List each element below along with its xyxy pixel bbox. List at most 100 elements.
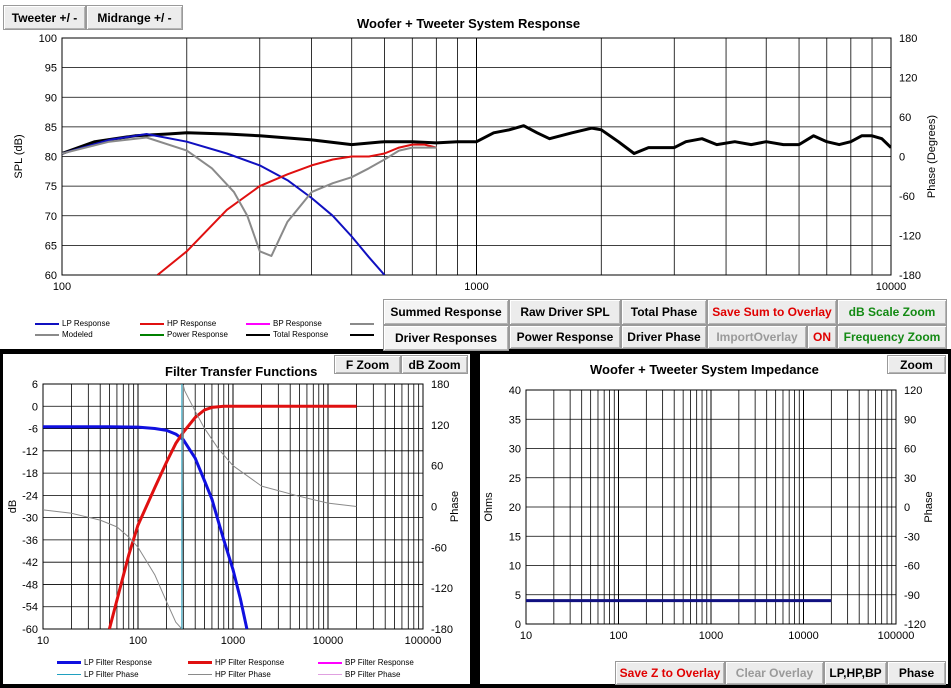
legend-lp-filter-response: LP Filter Response	[57, 658, 152, 667]
legend-modeled: Modeled	[35, 330, 93, 339]
phase-tick-label: 60	[904, 444, 916, 456]
db-scale-zoom-button[interactable]: dB Scale Zoom	[837, 299, 947, 325]
x-tick-label: 10000	[788, 630, 819, 642]
import-overlay-button[interactable]: ImportOverlay	[707, 325, 807, 349]
legend-total-response: Total Response	[246, 330, 328, 339]
series-line-hp-filter-response	[107, 404, 357, 629]
legend-bp-filter-phase: BP Filter Phase	[318, 670, 400, 679]
phase-tick-label: 0	[904, 502, 910, 514]
x-tick-label: 100	[53, 281, 71, 293]
phase-tick-label: 0	[899, 152, 905, 164]
y-tick-label: -6	[28, 424, 38, 436]
y-tick-label: 85	[45, 122, 57, 134]
midrange-toggle-button[interactable]: Midrange +/ -	[86, 5, 183, 30]
total-phase-button[interactable]: Total Phase	[621, 299, 707, 325]
legend-swatch-power	[140, 333, 164, 336]
frequency-zoom-button[interactable]: Frequency Zoom	[837, 325, 947, 349]
save-sum-to-overlay-button[interactable]: Save Sum to Overlay	[707, 299, 837, 325]
legend-swatch-total	[246, 333, 270, 336]
legend-hp-filter-response: HP Filter Response	[188, 658, 284, 667]
phase-tick-label: 120	[431, 420, 449, 432]
power-response-button[interactable]: Power Response	[509, 325, 621, 349]
phase-tick-label: 0	[431, 502, 437, 514]
lp-hp-bp-button[interactable]: LP,HP,BP	[824, 661, 887, 685]
filter-db-zoom-button[interactable]: dB Zoom	[401, 355, 468, 374]
legend-swatch-hp-filter	[188, 661, 212, 665]
y-tick-label: 10	[509, 561, 521, 573]
legend-label: BP Response	[273, 319, 322, 328]
overlay-on-toggle[interactable]: ON	[807, 325, 837, 349]
x-tick-label: 10	[520, 630, 532, 642]
y-axis-label: dB	[7, 500, 19, 513]
phase-axis-label: Phase	[923, 491, 935, 522]
clear-overlay-button[interactable]: Clear Overlay	[725, 661, 824, 685]
legend-swatch-bp-filter	[318, 661, 342, 664]
phase-tick-label: 180	[431, 379, 449, 391]
phase-tick-label: -180	[899, 270, 921, 282]
legend-hp-filter-phase: HP Filter Phase	[188, 670, 271, 679]
legend-label: HP Response	[167, 319, 217, 328]
y-tick-label: 0	[32, 401, 38, 413]
system-response-chart: 1009590858075706560180120600-60-120-1801…	[13, 33, 938, 293]
driver-responses-button[interactable]: Driver Responses	[383, 325, 509, 351]
legend-swatch-bp	[246, 322, 270, 325]
filter-f-zoom-button[interactable]: F Zoom	[334, 355, 401, 374]
x-tick-label: 10000	[876, 281, 907, 293]
y-tick-label: 30	[509, 444, 521, 456]
y-tick-label: 40	[509, 385, 521, 397]
legend-swatch-lp	[35, 322, 59, 325]
phase-tick-label: 60	[899, 112, 911, 124]
y-tick-label: -18	[22, 468, 38, 480]
summed-response-button[interactable]: Summed Response	[383, 299, 509, 325]
phase-tick-label: -120	[431, 583, 453, 595]
legend-label: Modeled	[62, 330, 93, 339]
phase-axis-label: Phase (Degrees)	[926, 115, 938, 198]
system-response-title: Woofer + Tweeter System Response	[357, 16, 581, 31]
raw-driver-spl-button[interactable]: Raw Driver SPL	[509, 299, 621, 325]
y-tick-label: 100	[39, 33, 57, 45]
x-tick-label: 100000	[878, 630, 915, 642]
phase-tick-label: -180	[431, 624, 453, 636]
driver-phase-button[interactable]: Driver Phase	[621, 325, 707, 349]
y-tick-label: -60	[22, 624, 38, 636]
tweeter-toggle-button[interactable]: Tweeter +/ -	[3, 5, 86, 30]
y-tick-label: 0	[515, 619, 521, 631]
legend-extra-swatch-2	[350, 330, 377, 339]
x-tick-label: 1000	[464, 281, 488, 293]
y-tick-label: -30	[22, 513, 38, 525]
y-tick-label: 25	[509, 473, 521, 485]
series-line-modeled	[62, 136, 437, 257]
series-line-hp-response	[156, 143, 437, 275]
y-axis-label: Ohms	[483, 492, 495, 522]
legend-label: HP Filter Response	[215, 658, 285, 667]
impedance-zoom-button[interactable]: Zoom	[887, 355, 946, 374]
phase-axis-label: Phase	[449, 491, 461, 522]
x-tick-label: 100000	[405, 635, 442, 647]
series-line-lp-response	[62, 133, 386, 275]
legend-lp-filter-phase: LP Filter Phase	[57, 670, 139, 679]
legend-swatch-lp-filter	[57, 661, 81, 665]
y-tick-label: 90	[45, 92, 57, 104]
system-impedance-panel	[480, 354, 948, 684]
y-tick-label: 80	[45, 152, 57, 164]
plot-frame	[525, 389, 897, 625]
system-impedance-title: Woofer + Tweeter System Impedance	[590, 362, 819, 377]
legend-swatch-hp-phase	[188, 674, 212, 676]
phase-tick-label: -60	[431, 542, 447, 554]
save-z-to-overlay-button[interactable]: Save Z to Overlay	[615, 661, 725, 685]
legend-label: BP Filter Phase	[345, 670, 401, 679]
y-tick-label: -12	[22, 446, 38, 458]
legend-swatch-extra	[350, 322, 374, 325]
x-tick-label: 1000	[221, 635, 245, 647]
y-tick-label: 70	[45, 211, 57, 223]
phase-button[interactable]: Phase	[887, 661, 946, 685]
system-response-panel	[0, 0, 951, 349]
phase-tick-label: 120	[904, 385, 922, 397]
legend-label: LP Filter Phase	[84, 670, 139, 679]
legend-power-response: Power Response	[140, 330, 228, 339]
phase-tick-label: -120	[899, 231, 921, 243]
x-tick-label: 10000	[313, 635, 344, 647]
x-tick-label: 100	[609, 630, 627, 642]
system-impedance-chart: 40353025201510501209060300-30-60-90-1201…	[483, 385, 935, 642]
series-line-hp-filter-phase	[43, 384, 357, 629]
